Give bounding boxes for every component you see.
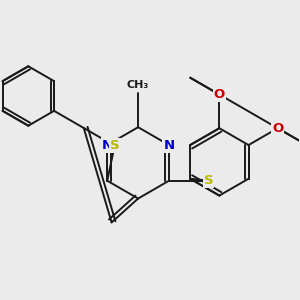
Text: N: N xyxy=(102,139,113,152)
Text: N: N xyxy=(164,139,175,152)
Text: S: S xyxy=(204,174,213,187)
Text: S: S xyxy=(110,139,119,152)
Text: O: O xyxy=(214,88,225,101)
Text: O: O xyxy=(272,122,283,135)
Text: CH₃: CH₃ xyxy=(127,80,149,90)
